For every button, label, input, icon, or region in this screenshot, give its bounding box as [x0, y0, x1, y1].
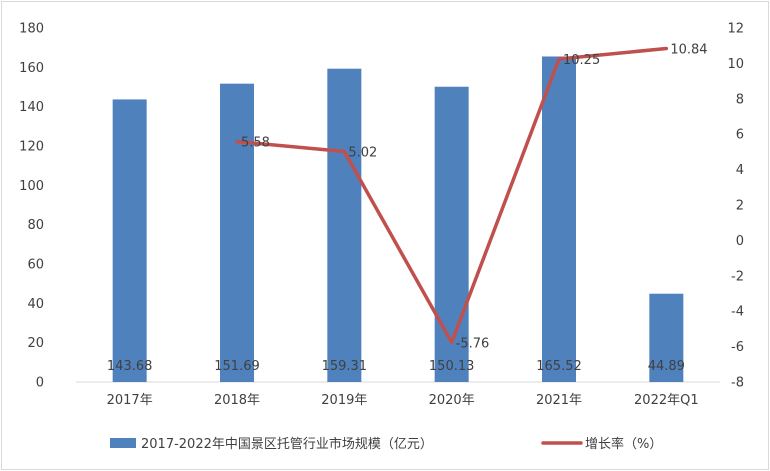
- line-data-label: 5.02: [348, 146, 377, 161]
- left-axis-tick-label: 120: [19, 140, 44, 155]
- x-axis-tick-label: 2018年: [214, 393, 260, 408]
- bar-data-label: 150.13: [429, 359, 475, 374]
- line-data-label: -5.76: [456, 336, 490, 351]
- right-axis-tick-label: 0: [736, 234, 744, 249]
- left-axis-tick-label: 160: [19, 61, 44, 76]
- bar: [542, 56, 576, 383]
- bar: [220, 83, 254, 382]
- bar-data-label: 44.89: [648, 359, 685, 374]
- left-axis-tick-label: 0: [36, 376, 44, 391]
- left-axis-tick-label: 20: [27, 336, 44, 351]
- line-data-label: 10.25: [563, 53, 600, 68]
- right-axis-tick-label: 10: [727, 57, 744, 72]
- bar-data-label: 151.69: [214, 359, 260, 374]
- line-data-label: 5.58: [241, 136, 270, 151]
- legend-bar-label: 2017-2022年中国景区托管行业市场规模（亿元）: [141, 436, 433, 452]
- bar: [112, 99, 147, 383]
- right-axis-tick-label: -8: [731, 376, 744, 391]
- legend-bar-swatch: [110, 438, 136, 448]
- bar-data-label: 165.52: [536, 359, 582, 374]
- bar: [327, 68, 362, 382]
- left-axis-tick-label: 100: [19, 179, 44, 194]
- right-axis-tick-label: 8: [736, 92, 744, 107]
- x-axis-tick-label: 2021年: [536, 393, 582, 408]
- left-axis-tick-label: 60: [27, 258, 44, 273]
- left-axis-tick-label: 180: [19, 22, 44, 37]
- bar-data-label: 143.68: [107, 359, 153, 374]
- right-axis-tick-label: 4: [736, 163, 744, 178]
- right-axis-tick-label: 12: [727, 22, 744, 37]
- bar-data-label: 159.31: [322, 359, 368, 374]
- bar: [649, 293, 684, 382]
- right-axis-tick-label: -4: [731, 305, 744, 320]
- left-axis-tick-label: 40: [27, 297, 44, 312]
- right-axis-tick-label: -6: [731, 340, 744, 355]
- x-axis-tick-label: 2019年: [321, 393, 367, 408]
- right-axis-tick-label: 2: [736, 199, 744, 214]
- right-axis-tick-label: 6: [736, 128, 744, 143]
- x-axis-tick-label: 2022年Q1: [634, 393, 699, 408]
- left-axis-tick-label: 140: [19, 100, 44, 115]
- left-axis-tick-label: 80: [27, 218, 44, 233]
- growth-rate-line: [235, 46, 669, 345]
- line-data-label: 10.84: [670, 43, 707, 58]
- x-axis-tick-label: 2020年: [429, 393, 475, 408]
- legend-line-label: 增长率（%）: [585, 436, 662, 452]
- bar: [434, 86, 469, 383]
- right-axis-tick-label: -2: [731, 269, 744, 284]
- x-axis-tick-label: 2017年: [107, 393, 153, 408]
